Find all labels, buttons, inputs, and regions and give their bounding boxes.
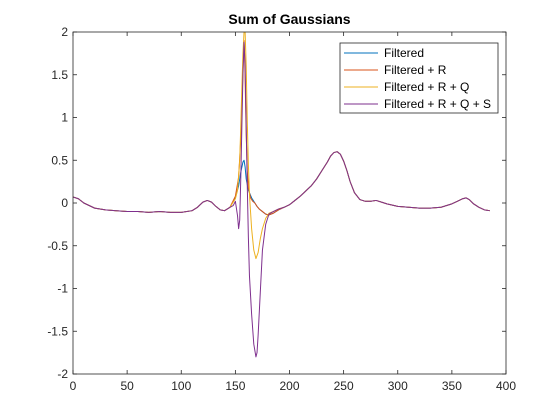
y-tick-label: 2 <box>61 25 68 39</box>
x-tick-label: 350 <box>442 379 462 393</box>
legend: Filtered Filtered + R Filtered + R + Q Filt… <box>339 42 499 114</box>
y-tick-label: 0.5 <box>51 153 68 167</box>
x-tick-label: 200 <box>279 379 299 393</box>
x-tick-label: 50 <box>120 379 134 393</box>
series-layer <box>73 32 490 358</box>
x-tick-label: 400 <box>496 379 516 393</box>
y-tick-label: -1.5 <box>47 324 68 338</box>
y-tick-label: 1.5 <box>51 68 68 82</box>
x-tick-label: 250 <box>334 379 354 393</box>
legend-box <box>339 42 499 114</box>
legend-label: Filtered + R + Q <box>384 80 469 94</box>
series-line-4 <box>73 41 490 358</box>
legend-label: Filtered + R + Q + S <box>384 97 491 111</box>
y-tick-label: 1 <box>61 111 68 125</box>
legend-label: Filtered <box>384 46 424 60</box>
legend-label: Filtered + R <box>384 63 447 77</box>
y-tick-label: -2 <box>57 367 68 381</box>
x-tick-label: 0 <box>70 379 77 393</box>
y-tick-label: -0.5 <box>47 239 68 253</box>
x-tick-label: 150 <box>225 379 245 393</box>
y-tick-label: 0 <box>61 196 68 210</box>
chart-title: Sum of Gaussians <box>228 11 350 27</box>
y-tick-label: -1 <box>57 282 68 296</box>
tick-layer: 0 50 100 150 200 250 300 350 400 -2 -1.5 -1 -0.5 0 0.5… <box>47 25 516 393</box>
x-tick-label: 300 <box>388 379 408 393</box>
x-tick-label: 100 <box>171 379 191 393</box>
